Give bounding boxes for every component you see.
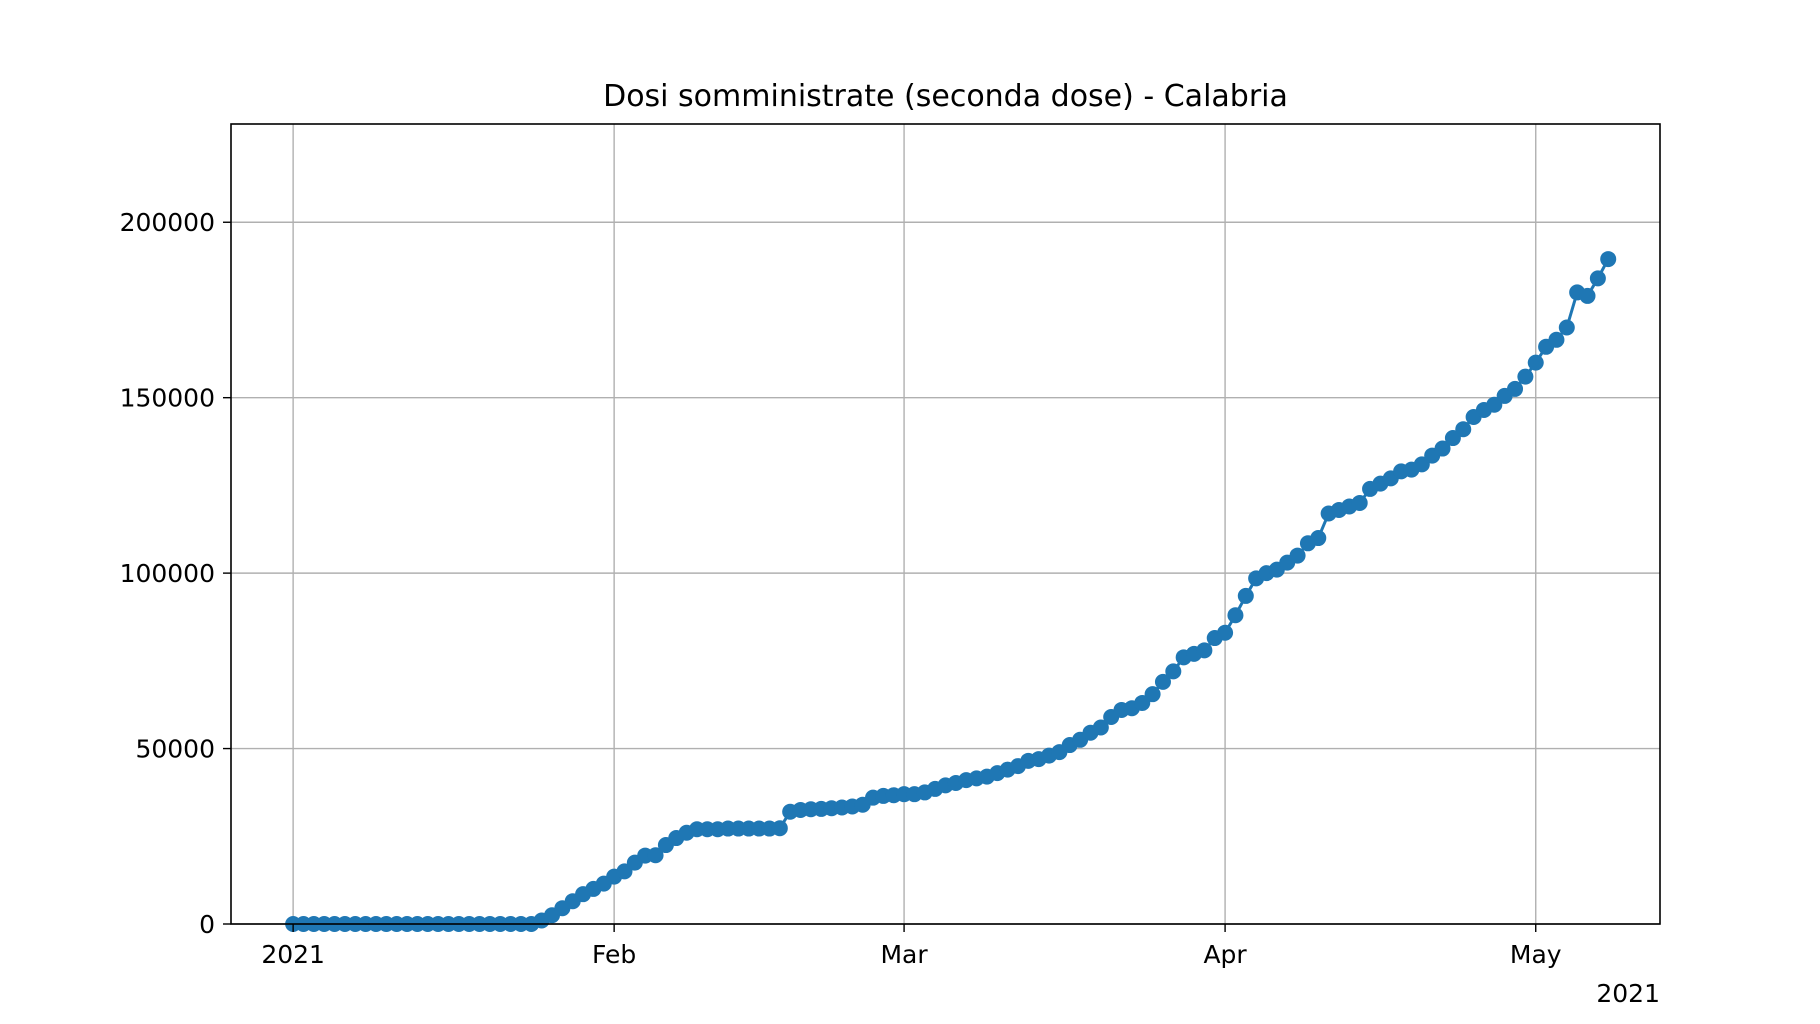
data-point	[1092, 719, 1109, 736]
data-point	[1517, 368, 1534, 385]
data-point	[1289, 547, 1306, 564]
data-point	[1196, 642, 1213, 659]
plot-frame	[230, 123, 1661, 925]
x-tick-label: Apr	[1203, 940, 1247, 969]
data-point	[1527, 354, 1544, 371]
data-point	[1589, 270, 1606, 287]
data-point	[1237, 587, 1254, 604]
data-point	[1507, 380, 1524, 397]
data-point	[1154, 673, 1171, 690]
data-point	[771, 820, 788, 837]
data-point	[1144, 686, 1161, 703]
data-point	[1227, 607, 1244, 624]
data-point	[1351, 494, 1368, 511]
data-point	[647, 847, 664, 864]
y-tick-label: 200000	[120, 208, 215, 237]
x-tick-label: Feb	[592, 940, 636, 969]
data-point	[1434, 440, 1451, 457]
chart-title: Dosi somministrate (seconda dose) - Cala…	[603, 79, 1288, 114]
data-point	[1455, 421, 1472, 438]
x-axis-offset-label: 2021	[1596, 979, 1660, 1008]
data-point	[1165, 663, 1182, 680]
plot-area	[231, 124, 1660, 924]
data-point	[1600, 251, 1617, 268]
data-point	[1217, 624, 1234, 641]
axis-ticks: 2021 Feb Mar Apr May 0 50000 100000 150000 200000	[120, 208, 1562, 969]
series-group	[285, 251, 1617, 932]
data-point	[1558, 319, 1575, 336]
data-point	[1548, 331, 1565, 348]
x-tick-label: Mar	[880, 940, 928, 969]
y-tick-label: 0	[199, 910, 215, 939]
x-tick-label: 2021	[261, 940, 325, 969]
y-tick-label: 100000	[120, 559, 215, 588]
y-tick-label: 150000	[120, 384, 215, 413]
y-tick-label: 50000	[135, 735, 215, 764]
data-point	[1579, 287, 1596, 304]
x-tick-label: May	[1510, 940, 1562, 969]
data-point	[1310, 530, 1327, 547]
